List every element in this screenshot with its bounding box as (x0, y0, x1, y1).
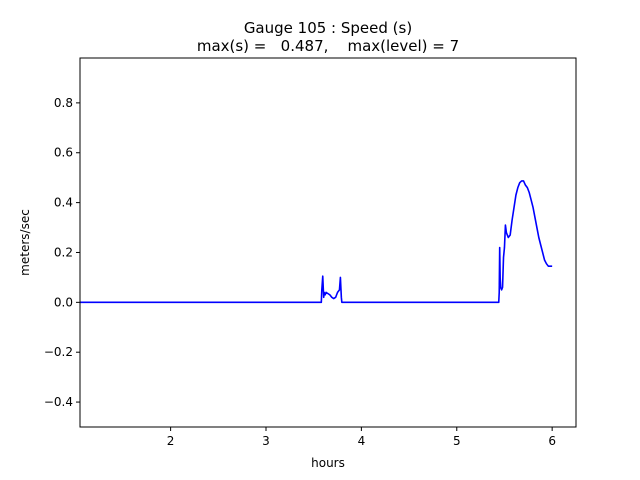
chart-subtitle: max(s) = 0.487, max(level) = 7 (197, 37, 459, 55)
y-tick-label: 0.6 (54, 146, 73, 160)
chart-title: Gauge 105 : Speed (s) (244, 19, 412, 37)
x-tick-label: 6 (548, 434, 556, 448)
x-tick-label: 3 (262, 434, 270, 448)
y-axis-label: meters/sec (18, 209, 32, 276)
y-tick-label: −0.4 (44, 395, 73, 409)
x-axis-label: hours (311, 456, 345, 470)
y-tick-label: 0.4 (54, 196, 73, 210)
speed-series-line (80, 180, 553, 304)
y-tick-label: −0.2 (44, 345, 73, 359)
axis-ticks: 2 3 4 5 6 −0.4 −0.2 0.0 0.2 0.4 0.6 0.8 (44, 96, 556, 448)
x-tick-label: 5 (453, 434, 461, 448)
plot-frame (79, 57, 577, 428)
y-tick-label: 0.8 (54, 96, 73, 110)
series-layer (80, 180, 553, 304)
y-tick-label: 0.2 (54, 245, 73, 259)
y-tick-label: 0.0 (54, 295, 73, 309)
x-tick-label: 2 (167, 434, 175, 448)
x-tick-label: 4 (358, 434, 366, 448)
